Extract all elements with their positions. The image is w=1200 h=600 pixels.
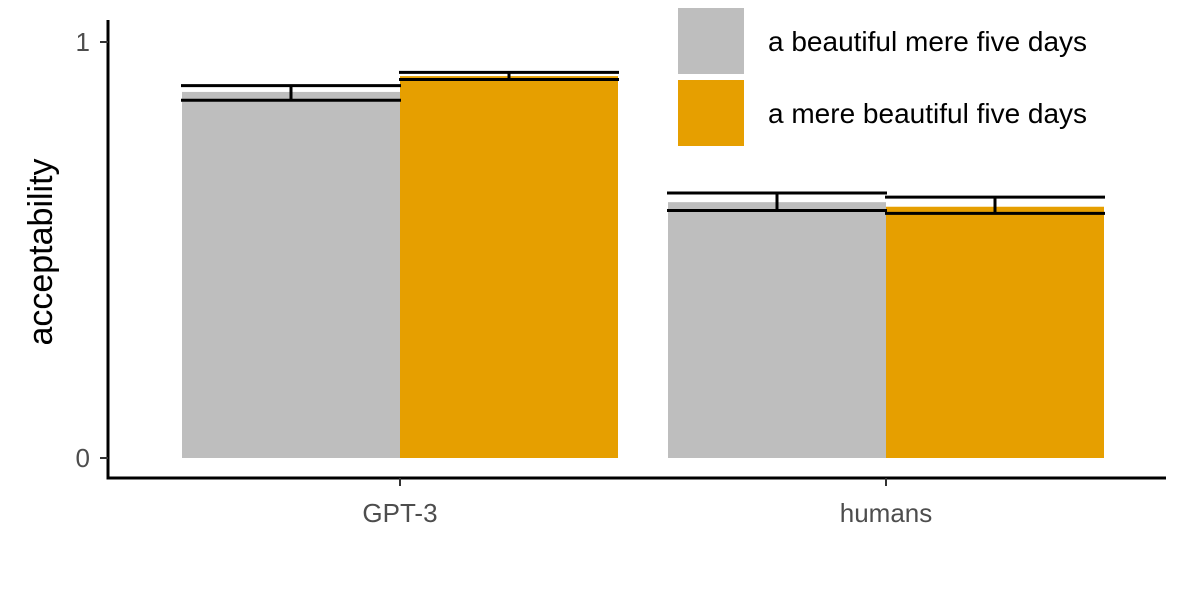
errorbars-layer (181, 70, 1105, 215)
errorbar-humans-series-1 (667, 191, 887, 212)
errorbar-gpt-3-series-1 (181, 84, 401, 102)
errorbar-humans-series-2 (885, 195, 1105, 215)
bar-gpt-3-series-2 (400, 76, 618, 458)
y-axis-title: acceptability (22, 158, 60, 345)
legend-swatch (678, 8, 744, 74)
bar-gpt-3-series-1 (182, 91, 400, 459)
x-tick-label: GPT-3 (362, 498, 437, 528)
y-tick-label: 1 (76, 27, 90, 57)
bar-humans-series-2 (886, 206, 1104, 458)
legend-item: a mere beautiful five days (678, 80, 1087, 146)
errorbar-gpt-3-series-2 (399, 70, 619, 81)
x-tick-label: humans (840, 498, 933, 528)
legend-item: a beautiful mere five days (678, 8, 1087, 74)
bars-layer (182, 76, 1104, 459)
legend: a beautiful mere five days a mere beautif… (678, 8, 1087, 146)
ticks-layer: GPT-3 humans 0 1 (76, 27, 933, 528)
bar-humans-series-1 (668, 202, 886, 458)
legend-label: a beautiful mere five days (768, 26, 1087, 57)
y-tick-label: 0 (76, 443, 90, 473)
axes-layer (106, 20, 1166, 480)
legend-swatch (678, 80, 744, 146)
legend-label: a mere beautiful five days (768, 98, 1087, 129)
